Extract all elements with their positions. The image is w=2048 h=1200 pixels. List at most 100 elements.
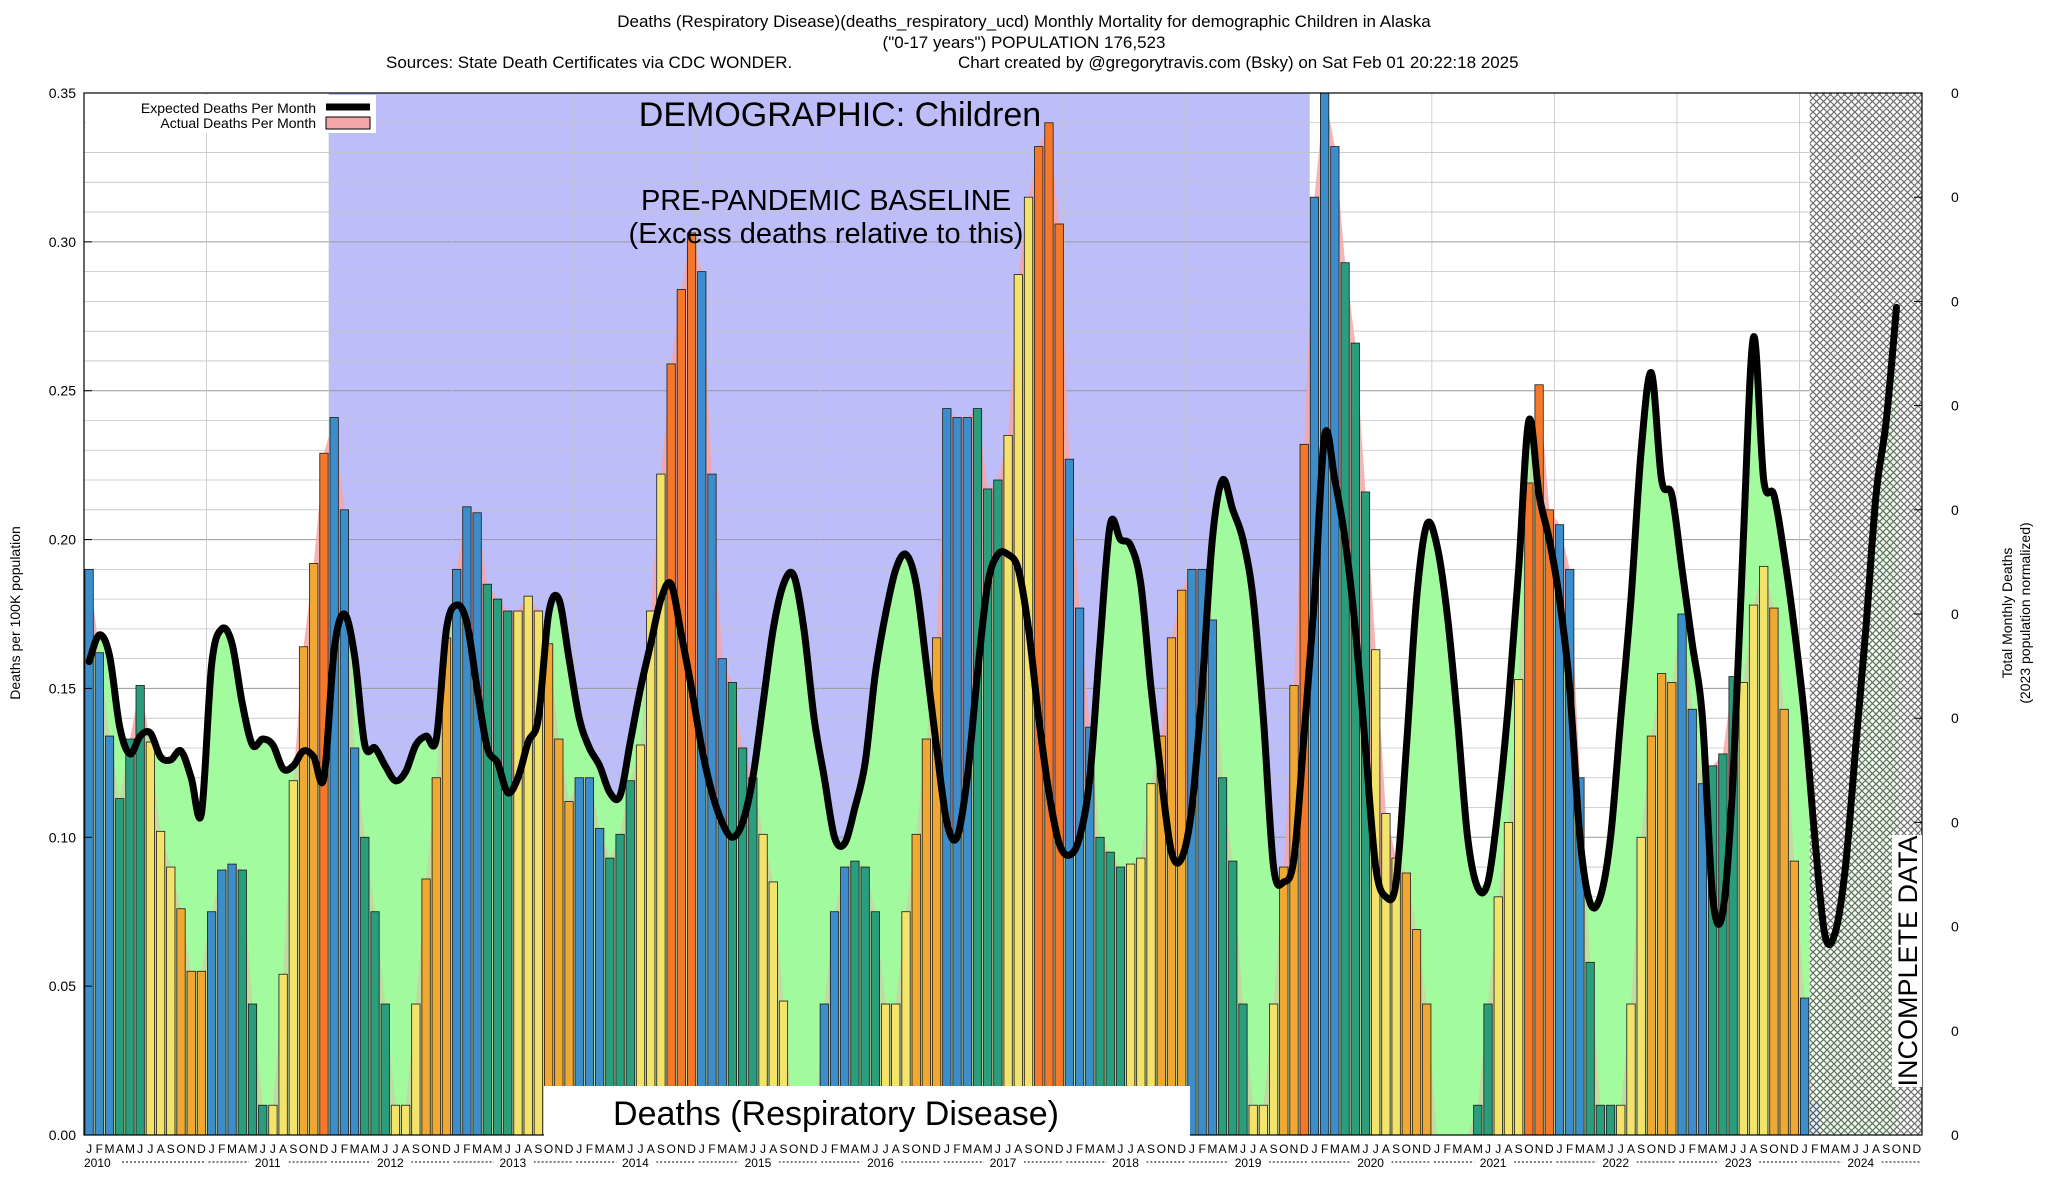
month-tick-label: A	[892, 1142, 900, 1156]
year-label-bg	[82, 1156, 122, 1168]
month-tick-label: M	[493, 1142, 503, 1156]
bar	[656, 473, 666, 1136]
bar	[554, 738, 564, 1136]
month-tick-label: S	[1392, 1142, 1400, 1156]
month-tick-label: J	[576, 1142, 582, 1156]
bar	[727, 682, 737, 1136]
chart-subtitle: ("0-17 years") POPULATION 176,523	[882, 33, 1166, 52]
month-tick-label: A	[1464, 1142, 1472, 1156]
y-tick-label: 0.25	[49, 383, 76, 399]
month-tick-label: J	[760, 1142, 766, 1156]
month-tick-label: D	[1300, 1142, 1309, 1156]
month-tick-label: A	[973, 1142, 981, 1156]
bar	[1799, 997, 1810, 1136]
bar	[503, 610, 513, 1136]
month-tick-label: S	[1760, 1142, 1768, 1156]
bar	[1657, 673, 1667, 1136]
month-tick-label: J	[1557, 1142, 1563, 1156]
bar	[268, 1104, 278, 1136]
month-tick-label: D	[320, 1142, 329, 1156]
month-tick-label: F	[1811, 1142, 1818, 1156]
month-tick-label: M	[860, 1142, 870, 1156]
month-tick-label: S	[289, 1142, 297, 1156]
month-tick-label: D	[1545, 1142, 1554, 1156]
bar	[1411, 929, 1422, 1136]
chart-header: Deaths (Respiratory Disease)(deaths_resp…	[0, 0, 2048, 80]
right-tick-label: 0	[1951, 189, 1959, 205]
month-tick-label: O	[176, 1142, 185, 1156]
y-axis-label: Deaths per 100K population	[7, 526, 23, 700]
bar	[1677, 613, 1687, 1136]
bar	[574, 777, 584, 1136]
bar	[1258, 1104, 1268, 1136]
month-tick-label: A	[1872, 1142, 1880, 1156]
month-tick-label: J	[1005, 1142, 1011, 1156]
month-tick-label: A	[279, 1142, 287, 1156]
month-tick-label: O	[912, 1142, 921, 1156]
month-tick-label: M	[105, 1142, 115, 1156]
month-tick-label: D	[810, 1142, 819, 1156]
year-tick-label: 2013	[500, 1156, 527, 1170]
bar	[993, 479, 1003, 1136]
year-label-bg	[371, 1156, 412, 1168]
month-tick-label: M	[227, 1142, 237, 1156]
month-tick-label: M	[1452, 1142, 1462, 1156]
bar	[237, 869, 247, 1136]
month-tick-label: F	[1198, 1142, 1205, 1156]
bar	[401, 1104, 411, 1136]
year-label-bg	[248, 1156, 289, 1168]
month-tick-label: J	[1434, 1142, 1440, 1156]
bar	[1350, 342, 1360, 1136]
month-tick-label: F	[96, 1142, 103, 1156]
baseline-annotation-line1: PRE-PANDEMIC BASELINE	[641, 185, 1011, 217]
month-tick-label: J	[209, 1142, 215, 1156]
bar	[1279, 866, 1289, 1136]
month-tick-label: N	[309, 1142, 318, 1156]
month-tick-label: J	[515, 1142, 521, 1156]
month-tick-label: F	[218, 1142, 225, 1156]
month-tick-label: D	[1667, 1142, 1676, 1156]
year-tick-label: 2011	[255, 1156, 281, 1170]
bar	[380, 1003, 390, 1136]
month-tick-label: S	[657, 1142, 665, 1156]
month-tick-label: S	[1882, 1142, 1890, 1156]
bar	[942, 408, 952, 1136]
year-tick-label: 2014	[622, 1156, 649, 1170]
month-tick-label: A	[1382, 1142, 1390, 1156]
bar	[1003, 434, 1013, 1136]
chart-sources: Sources: State Death Certificates via CD…	[386, 53, 793, 72]
bar	[390, 1104, 401, 1136]
year-tick-label: 2019	[1235, 1156, 1262, 1170]
bar	[523, 595, 533, 1136]
right-tick-label: 0	[1951, 85, 1959, 101]
y-tick-label: 0.35	[49, 85, 76, 101]
month-tick-label: N	[1167, 1142, 1176, 1156]
bar	[1248, 1104, 1258, 1136]
month-tick-label: A	[1096, 1142, 1104, 1156]
bar	[1646, 735, 1656, 1136]
y-tick-label: 0.20	[49, 532, 76, 548]
bar	[166, 866, 176, 1136]
bar	[1473, 1104, 1483, 1136]
month-tick-label: J	[638, 1142, 644, 1156]
expected-line	[85, 303, 1900, 949]
month-tick-label: O	[1647, 1142, 1656, 1156]
bar	[176, 908, 186, 1136]
year-label-bg	[738, 1156, 779, 1168]
bar	[227, 863, 237, 1136]
bar	[94, 652, 104, 1136]
bar	[564, 801, 574, 1136]
month-tick-label: M	[370, 1142, 380, 1156]
bar	[1146, 783, 1156, 1136]
bar	[666, 363, 676, 1136]
month-tick-label: A	[361, 1142, 369, 1156]
month-tick-label: J	[1240, 1142, 1246, 1156]
axes: 0.00 0.05 0.10 0.15 0.20 0.25 0.30 0.35 0 0 0 0 0 0 0 0…	[49, 85, 1959, 1170]
month-tick-label: J	[86, 1142, 92, 1156]
bar	[1381, 813, 1391, 1136]
bar	[370, 911, 380, 1136]
right-tick-label: 0	[1951, 398, 1959, 414]
bar	[258, 1104, 268, 1136]
bar	[1228, 860, 1238, 1136]
month-tick-label: M	[1697, 1142, 1707, 1156]
